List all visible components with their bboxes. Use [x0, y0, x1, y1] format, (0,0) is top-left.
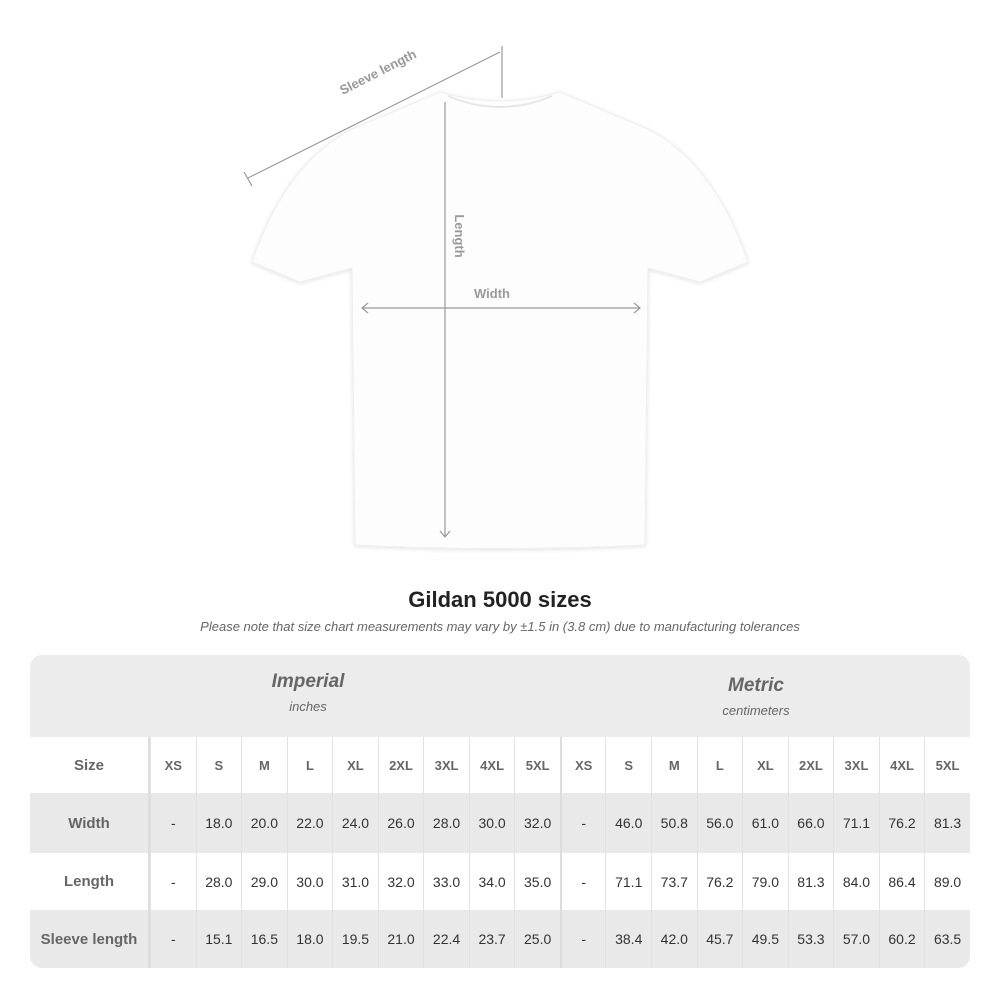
table-cell: 61.0 [742, 793, 788, 853]
table-cell: - [559, 793, 606, 853]
table-cell: 5XL [514, 737, 560, 793]
table-cell: 56.0 [696, 793, 743, 853]
table-cell: 71.1 [833, 793, 879, 853]
table-cell: M [241, 737, 287, 793]
table-cell: 30.0 [286, 853, 333, 910]
imperial-unit: inches [289, 699, 327, 714]
table-cell: XL [332, 737, 378, 793]
row-label: Length [30, 853, 150, 910]
table-cell: 32.0 [514, 793, 560, 853]
table-cell: 5XL [924, 737, 970, 793]
tshirt-shape [251, 91, 749, 549]
size-table: Imperial inches Metric centimeters Size X… [30, 655, 970, 968]
table-cell: 23.7 [468, 910, 515, 968]
table-cell: L [696, 737, 743, 793]
tolerance-note: Please note that size chart measurements… [200, 619, 800, 634]
table-cell: 20.0 [241, 793, 287, 853]
table-cell: 25.0 [514, 910, 560, 968]
table-cell: 16.5 [241, 910, 287, 968]
table-cell: L [286, 737, 333, 793]
table-cell: 42.0 [651, 910, 697, 968]
table-cell: 38.4 [605, 910, 651, 968]
table-cell: 15.1 [195, 910, 242, 968]
tshirt-diagram: Sleeve length Length Width [243, 46, 749, 549]
table-cell: 18.0 [195, 793, 242, 853]
table-cell: 32.0 [377, 853, 424, 910]
length-label: Length [452, 214, 467, 257]
table-system-header: Imperial inches Metric centimeters [30, 655, 970, 737]
table-cell: 71.1 [605, 853, 651, 910]
table-cell: 60.2 [878, 910, 925, 968]
table-cell: 2XL [377, 737, 424, 793]
table-cell: 81.3 [924, 793, 970, 853]
table-cell: 4XL [468, 737, 515, 793]
page-title: Gildan 5000 sizes [408, 587, 592, 612]
table-cell: 2XL [787, 737, 834, 793]
table-cell: 18.0 [286, 910, 333, 968]
table-cell: 28.0 [195, 853, 242, 910]
table-row: Sleeve length -15.1 16.5 18.0 19.5 21.0 22.4 23… [30, 910, 970, 968]
table-cell: 21.0 [377, 910, 424, 968]
table-cell: 34.0 [468, 853, 515, 910]
table-cell: 86.4 [878, 853, 925, 910]
table-cell: 33.0 [423, 853, 469, 910]
table-cell: 45.7 [696, 910, 743, 968]
table-cell: 22.0 [286, 793, 333, 853]
table-cell: 29.0 [241, 853, 287, 910]
table-cell: 24.0 [332, 793, 378, 853]
table-cell: 28.0 [423, 793, 469, 853]
table-cell: 46.0 [605, 793, 651, 853]
table-cell: S [605, 737, 651, 793]
table-cell: 3XL [833, 737, 879, 793]
table-cell: - [150, 853, 196, 910]
table-cell: 76.2 [696, 853, 743, 910]
sleeve-length-line [247, 51, 501, 179]
table-cell: M [651, 737, 697, 793]
row-label: Width [30, 793, 150, 853]
size-header-row: Size XS S M L XL 2XL 3XL 4XL 5XL XS S M L XL 2XL 3XL 4XL 5… [30, 737, 970, 793]
table-cell: 89.0 [924, 853, 970, 910]
table-cell: 35.0 [514, 853, 560, 910]
table-cell: 57.0 [833, 910, 879, 968]
table-cell: 30.0 [468, 793, 515, 853]
table-cell: 76.2 [878, 793, 925, 853]
table-cell: XS [150, 737, 196, 793]
imperial-header: Imperial inches [150, 671, 466, 714]
table-cell: 73.7 [651, 853, 697, 910]
table-cell: 26.0 [377, 793, 424, 853]
row-label: Size [30, 737, 150, 793]
table-cell: - [150, 910, 196, 968]
table-cell: 4XL [878, 737, 925, 793]
table-row: Width -18.0 20.0 22.0 24.0 26.0 28.0 30.0 32.0-4… [30, 793, 970, 853]
table-cell: 81.3 [787, 853, 834, 910]
table-cell: S [195, 737, 242, 793]
metric-unit: centimeters [722, 703, 790, 718]
width-label: Width [474, 286, 510, 301]
table-cell: 63.5 [924, 910, 970, 968]
row-label: Sleeve length [30, 910, 150, 968]
metric-header: Metric centimeters [560, 675, 952, 718]
table-cell: 66.0 [787, 793, 834, 853]
table-cell: - [150, 793, 196, 853]
metric-title: Metric [728, 675, 784, 696]
table-cell: 3XL [423, 737, 469, 793]
table-cell: 50.8 [651, 793, 697, 853]
table-cell: 79.0 [742, 853, 788, 910]
table-cell: - [559, 853, 606, 910]
table-cell: 22.4 [423, 910, 469, 968]
imperial-title: Imperial [271, 671, 345, 692]
table-cell: 31.0 [332, 853, 378, 910]
table-cell: 53.3 [787, 910, 834, 968]
table-cell: XS [559, 737, 606, 793]
table-cell: 19.5 [332, 910, 378, 968]
table-row: Length -28.0 29.0 30.0 31.0 32.0 33.0 34.0 35.0-… [30, 853, 970, 910]
table-cell: 84.0 [833, 853, 879, 910]
table-cell: 49.5 [742, 910, 788, 968]
table-cell: - [559, 910, 606, 968]
table-cell: XL [742, 737, 788, 793]
sleeve-length-label: Sleeve length [337, 46, 419, 97]
